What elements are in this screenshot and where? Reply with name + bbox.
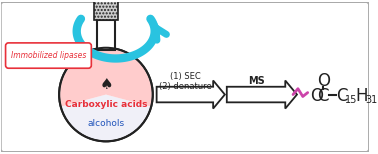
Text: 31: 31: [365, 95, 377, 105]
Text: C: C: [318, 87, 329, 105]
Text: alcohols: alcohols: [87, 119, 124, 128]
Text: O: O: [317, 72, 330, 90]
FancyBboxPatch shape: [1, 2, 369, 152]
Wedge shape: [62, 95, 150, 140]
Polygon shape: [156, 81, 225, 109]
Text: ♠: ♠: [99, 77, 113, 92]
FancyBboxPatch shape: [6, 43, 91, 68]
Bar: [97, 20, 115, 50]
Text: Immobilized lipases: Immobilized lipases: [11, 51, 86, 60]
Text: MS: MS: [248, 76, 264, 86]
Text: Carboxylic acids: Carboxylic acids: [65, 100, 147, 109]
Wedge shape: [60, 49, 152, 106]
Text: C: C: [336, 87, 347, 105]
Text: 15: 15: [345, 95, 357, 105]
Text: (2) denature: (2) denature: [158, 82, 211, 91]
Text: O: O: [310, 87, 323, 105]
Text: H: H: [355, 87, 368, 105]
Bar: [94, 0, 118, 20]
Circle shape: [59, 48, 153, 141]
Polygon shape: [227, 81, 297, 109]
Text: (1) SEC: (1) SEC: [169, 73, 200, 81]
